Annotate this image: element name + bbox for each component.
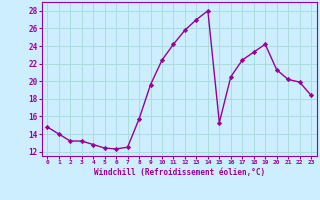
X-axis label: Windchill (Refroidissement éolien,°C): Windchill (Refroidissement éolien,°C) <box>94 168 265 177</box>
